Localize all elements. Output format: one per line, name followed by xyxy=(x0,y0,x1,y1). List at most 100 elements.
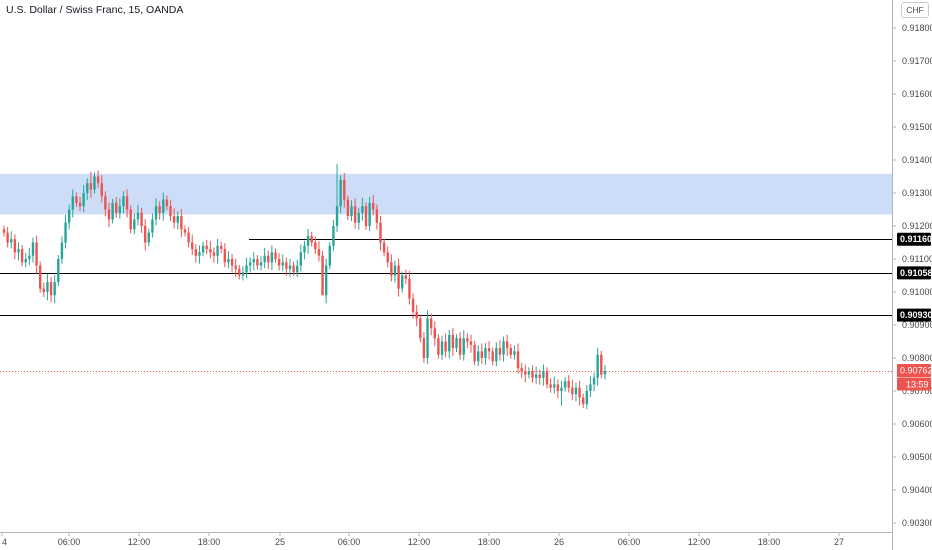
y-tick-label: 0.91600 xyxy=(902,89,932,99)
resistance-zone[interactable] xyxy=(0,173,892,215)
candle xyxy=(524,371,527,375)
candle xyxy=(285,262,288,269)
candle xyxy=(578,387,581,398)
candle xyxy=(198,252,201,256)
candle xyxy=(462,338,465,355)
y-tick-label: 0.91500 xyxy=(902,122,932,132)
candle xyxy=(220,245,223,250)
y-tick-label: 0.91000 xyxy=(902,287,932,297)
candle xyxy=(17,249,20,253)
candle xyxy=(107,209,111,220)
candle xyxy=(296,265,299,273)
x-tick-label: 12:00 xyxy=(128,537,151,547)
candle xyxy=(274,252,277,259)
candle xyxy=(299,252,303,266)
last-price-text: 0.90762 xyxy=(900,366,932,376)
x-tick-label: 18:00 xyxy=(758,537,781,547)
candle xyxy=(277,259,281,266)
price-label-text: 0.91160 xyxy=(900,234,932,244)
candle xyxy=(509,348,512,355)
candle xyxy=(49,282,53,296)
candle xyxy=(35,242,38,266)
candle xyxy=(466,338,469,342)
candle xyxy=(151,219,154,233)
candle xyxy=(477,351,480,362)
x-tick-label: 4 xyxy=(2,537,7,547)
candle xyxy=(589,384,592,391)
candle xyxy=(180,216,183,230)
candle xyxy=(502,341,505,355)
candle xyxy=(86,183,89,193)
x-tick-label: 06:00 xyxy=(618,537,641,547)
candle xyxy=(531,371,534,378)
candle xyxy=(270,252,274,263)
price-label-text: 0.90930 xyxy=(900,310,932,320)
candle xyxy=(245,265,248,273)
candle xyxy=(78,202,82,207)
candle xyxy=(147,232,150,243)
candle xyxy=(415,311,418,319)
candle xyxy=(194,249,198,256)
candle xyxy=(201,245,205,253)
y-tick-label: 0.91300 xyxy=(902,188,932,198)
candle xyxy=(143,226,147,243)
candle xyxy=(306,235,310,246)
candle xyxy=(495,348,498,362)
x-tick-label: 06:00 xyxy=(338,537,361,547)
x-tick-label: 12:00 xyxy=(688,537,711,547)
candle xyxy=(42,288,46,292)
candle xyxy=(314,242,317,250)
candle xyxy=(433,328,436,339)
candle xyxy=(480,351,484,358)
candle xyxy=(6,232,9,243)
candle xyxy=(372,202,375,210)
price-label-badge[interactable] xyxy=(897,266,931,280)
candle xyxy=(542,371,545,378)
candle xyxy=(596,354,599,378)
candle xyxy=(437,338,440,355)
candle xyxy=(473,344,476,362)
candle xyxy=(440,341,444,355)
currency-button[interactable]: CHF xyxy=(901,2,929,18)
candle xyxy=(187,232,190,243)
candle xyxy=(154,206,158,220)
price-label-badge[interactable] xyxy=(897,308,931,322)
candle xyxy=(487,348,491,352)
y-tick-label: 0.91200 xyxy=(902,221,932,231)
candle xyxy=(404,275,408,279)
candle xyxy=(520,367,523,372)
candle xyxy=(136,212,140,220)
y-tick-label: 0.91700 xyxy=(902,56,932,66)
candle xyxy=(176,216,179,223)
candle xyxy=(241,272,245,276)
candle xyxy=(379,222,382,243)
candle xyxy=(67,209,71,223)
candle xyxy=(28,255,31,259)
candle xyxy=(401,275,404,289)
candle xyxy=(324,265,328,296)
candle xyxy=(111,202,114,220)
candle xyxy=(585,391,589,405)
candle xyxy=(183,229,187,233)
candle xyxy=(292,265,295,273)
candle xyxy=(545,371,549,385)
candle xyxy=(227,259,230,263)
y-tick-label: 0.91800 xyxy=(902,23,932,33)
candle xyxy=(71,196,74,210)
candle xyxy=(60,242,64,259)
candle xyxy=(57,259,60,283)
candle xyxy=(353,206,357,223)
candle xyxy=(115,202,118,213)
candle xyxy=(513,351,516,355)
candle xyxy=(288,265,292,269)
candle xyxy=(361,206,364,213)
candle xyxy=(13,239,17,253)
candle xyxy=(592,377,596,385)
candle xyxy=(444,341,447,352)
candle xyxy=(408,278,411,299)
candle xyxy=(104,196,107,210)
candle xyxy=(343,179,346,200)
price-label-badge[interactable] xyxy=(897,232,931,246)
candle xyxy=(165,199,169,207)
